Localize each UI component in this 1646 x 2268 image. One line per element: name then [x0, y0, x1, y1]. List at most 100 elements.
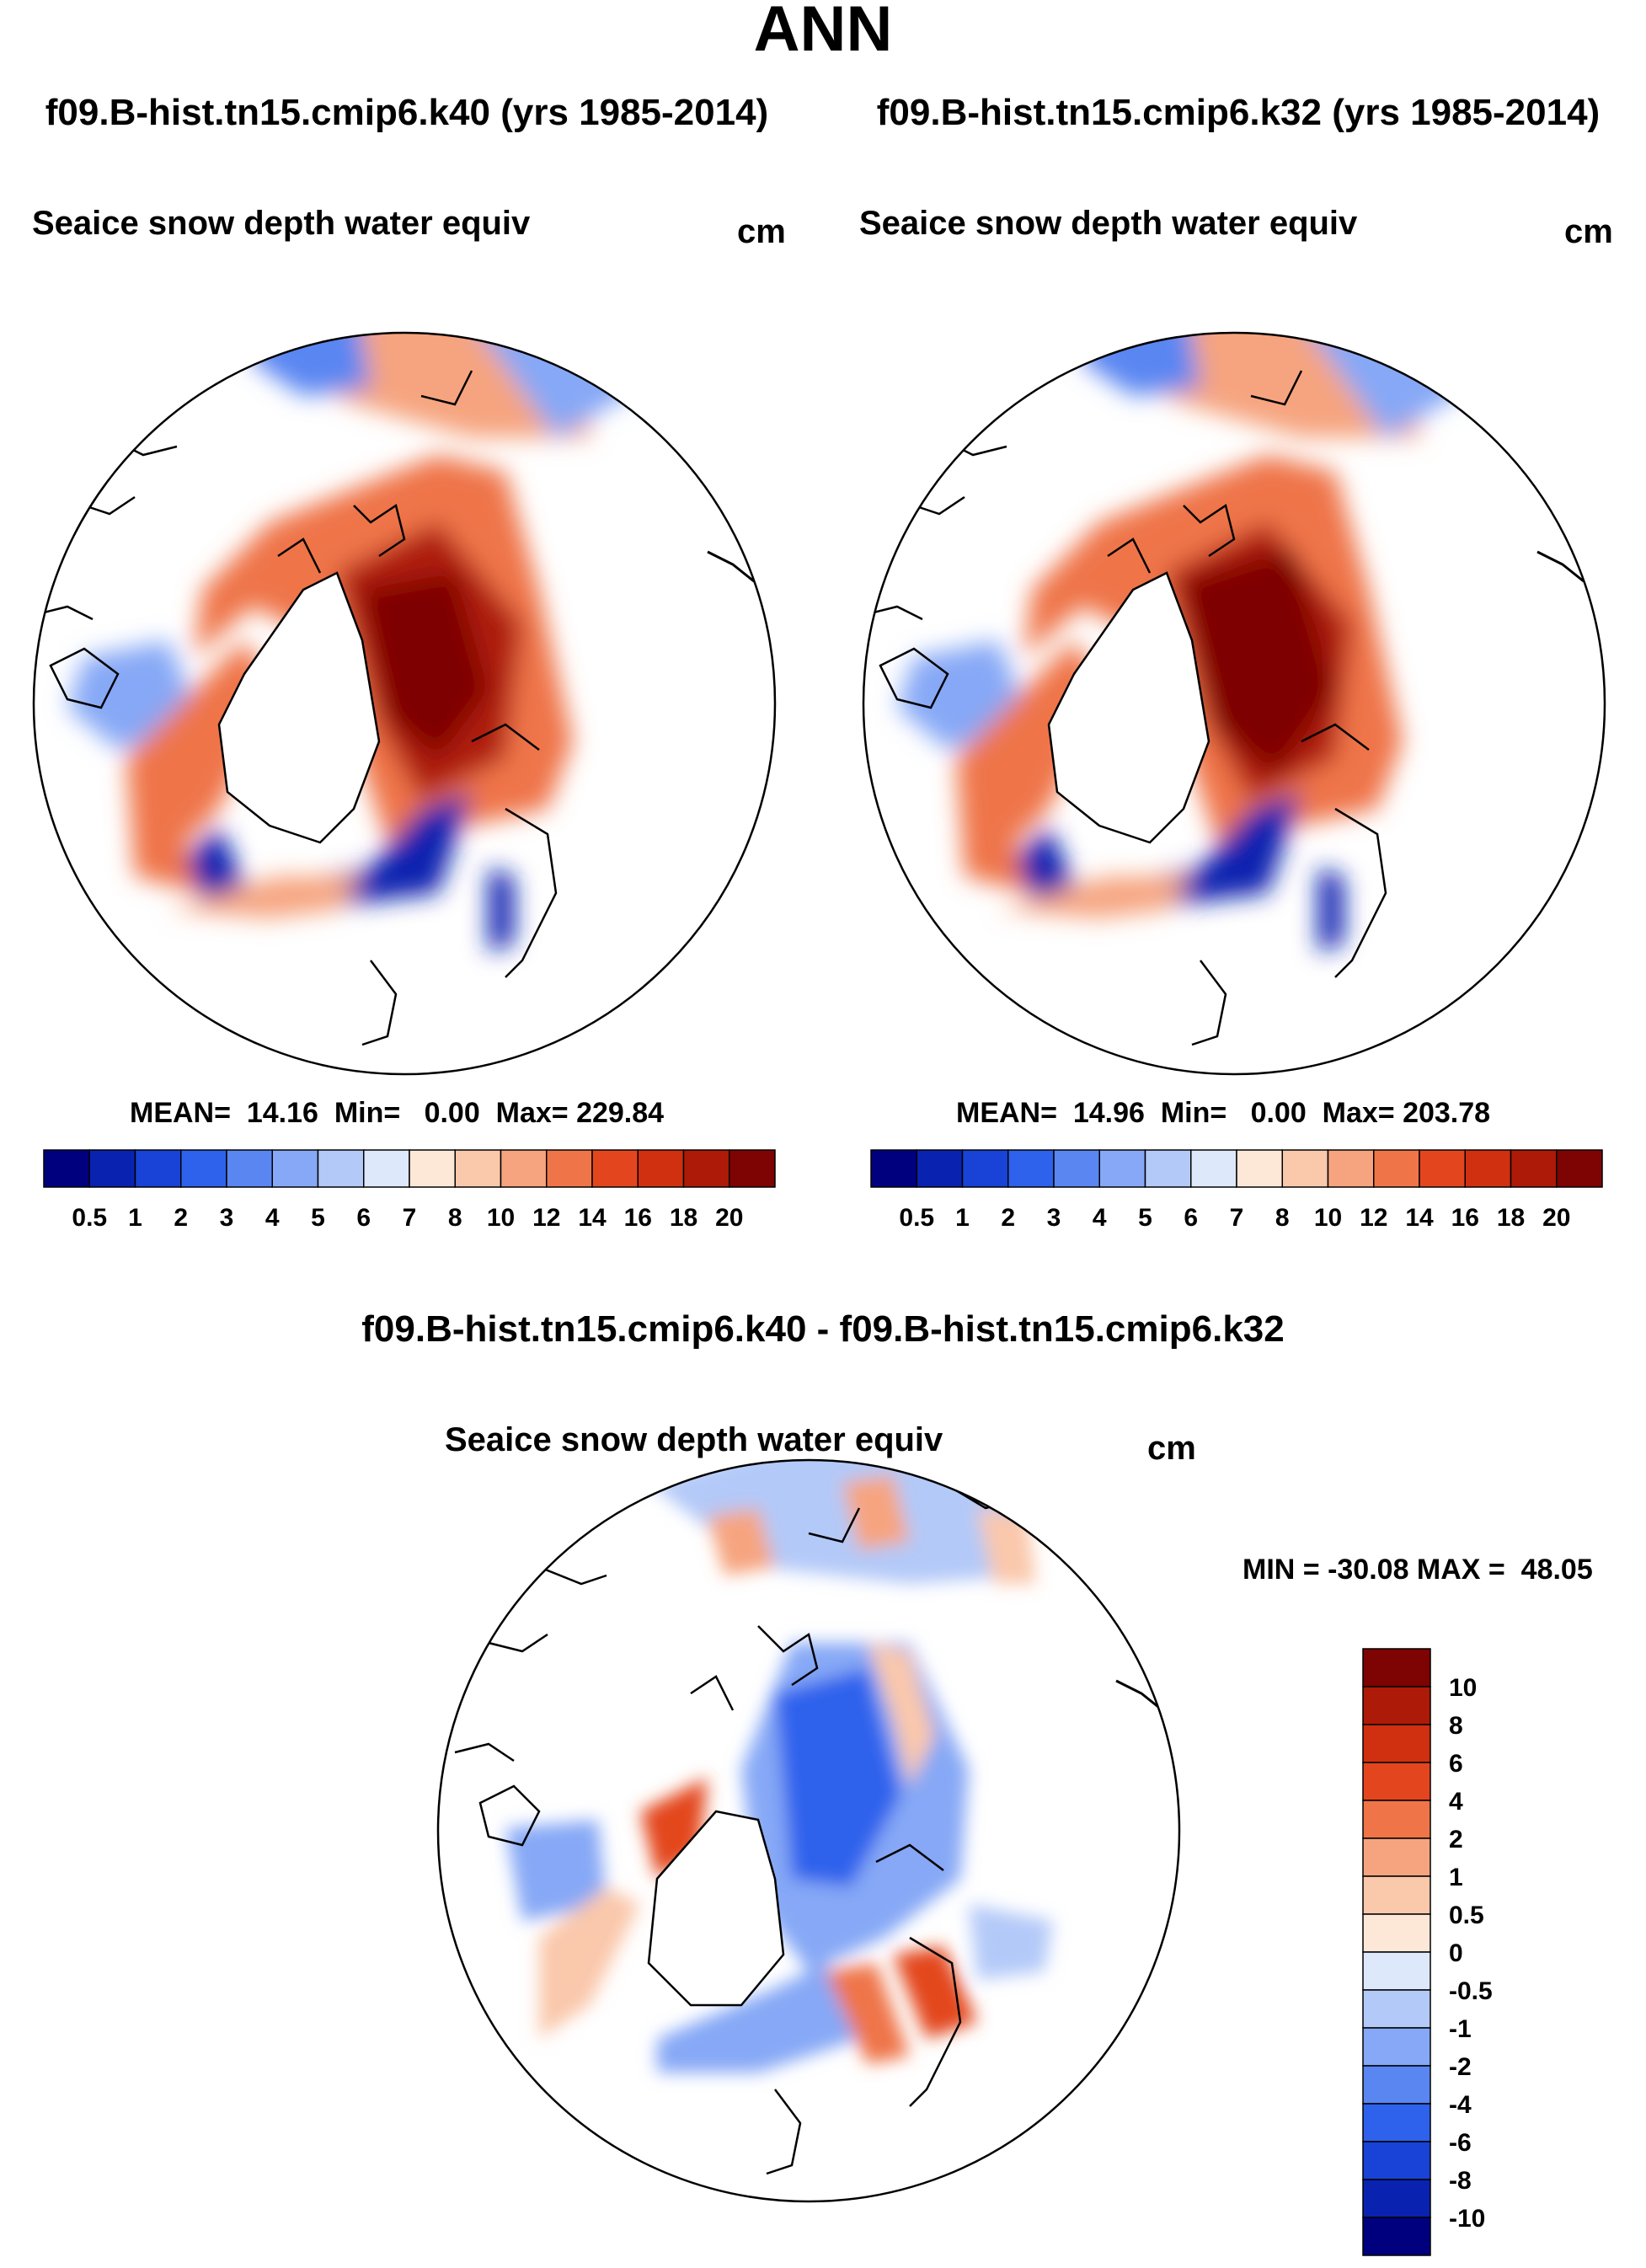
colorbar-k32-tick-label: 14 [1405, 1204, 1434, 1232]
colorbar-k32-tick-label: 8 [1275, 1204, 1290, 1232]
panel-diff-map [438, 1460, 1179, 2201]
colorbar-diff-tick-label: 0.5 [1449, 1902, 1484, 1929]
colorbar-k32-tick-label: 3 [1047, 1204, 1061, 1232]
colorbar-k40-tick-label: 0.5 [72, 1204, 107, 1232]
colorbar-k32-tick-label: 2 [1001, 1204, 1015, 1232]
colorbar-k32-swatch-12 [1419, 1149, 1466, 1188]
panel-k40: Seaice snow depth water equiv cm MEA [32, 205, 786, 1232]
panel-k32-map [863, 333, 1605, 1074]
colorbar-k32-swatch-4 [1053, 1149, 1100, 1188]
colorbar-k40-swatch-0 [43, 1149, 90, 1188]
panel-k40-variable: Seaice snow depth water equiv [32, 205, 531, 242]
panel-k40-units: cm [737, 213, 786, 250]
colorbar-k40-swatch-12 [591, 1149, 639, 1188]
colorbar-k40-tick-label: 12 [532, 1204, 560, 1232]
colorbar-diff-tick-label: -6 [1449, 2129, 1472, 2157]
colorbar-k40-tick-label: 4 [265, 1204, 280, 1232]
colorbar-k32-swatch-3 [1007, 1149, 1055, 1188]
colorbar-k32-tick-label: 4 [1093, 1204, 1107, 1232]
colorbar-k40-tick-label: 3 [220, 1204, 234, 1232]
colorbar-k32-swatch-0 [870, 1149, 917, 1188]
colorbar-diff-tick-label: -1 [1449, 2015, 1472, 2043]
panel-k32-stats: MEAN= 14.96 Min= 0.00 Max= 203.78 [956, 1097, 1490, 1129]
colorbar-diff-swatch-13 [1362, 2141, 1431, 2180]
colorbar-diff-swatch-4 [1362, 1800, 1431, 1839]
colorbar-k40-tick-label: 2 [174, 1204, 188, 1232]
colorbar-diff-swatch-7 [1362, 1913, 1431, 1953]
colorbar-k32-swatch-6 [1144, 1149, 1192, 1188]
colorbar-diff-swatch-15 [1362, 2217, 1431, 2256]
subtitle-left: f09.B-hist.tn15.cmip6.k40 (yrs 1985-2014… [45, 92, 768, 133]
colorbar-diff-tick-label: 1 [1449, 1864, 1463, 1891]
colorbar-k40-tick-label: 18 [670, 1204, 697, 1232]
panel-diff-title: f09.B-hist.tn15.cmip6.k40 - f09.B-hist.t… [361, 1308, 1285, 1350]
colorbar-k32-swatch-5 [1098, 1149, 1146, 1188]
colorbar-k32-swatch-10 [1327, 1149, 1375, 1188]
colorbar-k40-swatch-13 [637, 1149, 685, 1188]
colorbar-k40-tick-label: 6 [356, 1204, 371, 1232]
main-title: ANN [754, 0, 893, 65]
colorbar-diff-swatch-14 [1362, 2179, 1431, 2218]
colorbar-diff-swatch-0 [1362, 1648, 1431, 1688]
panel-k40-map [34, 333, 775, 1074]
colorbar-diff-swatch-8 [1362, 1951, 1431, 1991]
colorbar-k32-swatch-13 [1464, 1149, 1512, 1188]
colorbar-k32-tick-label: 1 [955, 1204, 970, 1232]
colorbar-k32-tick-label: 10 [1314, 1204, 1342, 1232]
colorbar-diff-swatch-11 [1362, 2065, 1431, 2105]
colorbar-k40-swatch-2 [134, 1149, 182, 1188]
colorbar-diff-swatch-9 [1362, 1989, 1431, 2029]
colorbar-k40-tick-label: 10 [487, 1204, 515, 1232]
colorbar-k32-tick-label: 16 [1451, 1204, 1479, 1232]
colorbar-k32-swatch-11 [1373, 1149, 1420, 1188]
panel-k32: Seaice snow depth water equiv cm MEA [859, 205, 1613, 1232]
colorbar-k32-swatch-9 [1281, 1149, 1329, 1188]
colorbar-k40-swatch-3 [180, 1149, 227, 1188]
colorbar-diff-tick-label: 2 [1449, 1826, 1463, 1853]
panel-k32-units: cm [1564, 213, 1613, 250]
panel-k40-stats: MEAN= 14.16 Min= 0.00 Max= 229.84 [130, 1097, 664, 1129]
colorbar-k32-tick-label: 18 [1497, 1204, 1525, 1232]
colorbar-k40-swatch-8 [409, 1149, 456, 1188]
colorbar-k32-tick-label: 0.5 [899, 1204, 934, 1232]
colorbar-diff-tick-label: -2 [1449, 2053, 1472, 2081]
panel-diff-stats: MIN = -30.08 MAX = 48.05 [1243, 1554, 1593, 1586]
colorbar-diff-tick-label: -10 [1449, 2205, 1485, 2233]
colorbar-k40-swatch-6 [317, 1149, 365, 1188]
colorbar-diff-swatch-6 [1362, 1875, 1431, 1915]
colorbar-k32: 0.5 1 2 3 4 5 6 7 8 10 12 14 16 18 20 [870, 1149, 1603, 1232]
panel-k32-variable: Seaice snow depth water equiv [859, 205, 1358, 242]
colorbar-diff-tick-label: 6 [1449, 1750, 1463, 1778]
panel-diff: f09.B-hist.tn15.cmip6.k40 - f09.B-hist.t… [361, 1308, 1593, 2256]
colorbar-k32-tick-label: 6 [1184, 1204, 1198, 1232]
colorbar-diff-swatch-2 [1362, 1724, 1431, 1763]
colorbar-k40-swatch-1 [88, 1149, 136, 1188]
colorbar-k32-tick-label: 5 [1138, 1204, 1152, 1232]
colorbar-k32-tick-label: 12 [1360, 1204, 1387, 1232]
colorbar-k32-tick-label: 7 [1230, 1204, 1244, 1232]
colorbar-diff-tick-label: -8 [1449, 2167, 1472, 2195]
colorbar-k40-tick-label: 1 [128, 1204, 142, 1232]
colorbar-k40-swatch-5 [271, 1149, 319, 1188]
colorbar-diff-tick-label: 8 [1449, 1712, 1463, 1740]
colorbar-diff-tick-label: 0 [1449, 1939, 1463, 1967]
colorbar-k32-swatch-8 [1236, 1149, 1283, 1188]
colorbar-k40-swatch-7 [363, 1149, 410, 1188]
colorbar-diff-swatch-1 [1362, 1686, 1431, 1725]
colorbar-k32-swatch-1 [916, 1149, 964, 1188]
subtitle-right: f09.B-hist.tn15.cmip6.k32 (yrs 1985-2014… [877, 92, 1600, 133]
colorbar-diff-tick-label: 10 [1449, 1674, 1477, 1702]
colorbar-k40-tick-label: 5 [311, 1204, 325, 1232]
colorbar-diff-swatch-5 [1362, 1837, 1431, 1877]
colorbar-k40-swatch-10 [500, 1149, 548, 1188]
panel-diff-variable: Seaice snow depth water equiv [445, 1421, 943, 1458]
colorbar-k32-swatch-2 [961, 1149, 1009, 1188]
colorbar-k40-swatch-11 [546, 1149, 593, 1188]
colorbar-k40-tick-label: 16 [624, 1204, 652, 1232]
colorbar-k40: 0.5 1 2 3 4 5 6 7 8 10 12 14 16 18 20 [43, 1149, 776, 1232]
colorbar-diff-swatch-10 [1362, 2027, 1431, 2067]
colorbar-diff-swatch-3 [1362, 1762, 1431, 1801]
colorbar-diff-tick-label: -0.5 [1449, 1977, 1493, 2005]
colorbar-k40-swatch-4 [226, 1149, 273, 1188]
